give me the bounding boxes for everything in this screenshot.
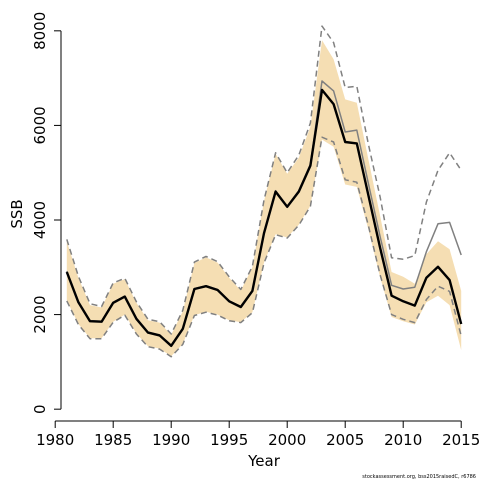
previous-lower-line: [66, 136, 462, 358]
x-tick-label: 2015: [442, 431, 480, 449]
x-tick-label: 1980: [36, 431, 74, 449]
confidence-bands: [66, 40, 462, 357]
x-tick-label: 2005: [326, 431, 364, 449]
estimate-line: [65, 88, 463, 347]
axes: [55, 30, 462, 422]
x-tick-label: 2000: [268, 431, 306, 449]
y-axis-ticks: 0 2000 4000 6000 8000: [31, 12, 61, 414]
x-tick-label: 1990: [152, 431, 190, 449]
y-tick-label: 8000: [31, 12, 49, 50]
x-tick-label: 1985: [94, 431, 132, 449]
x-tick-label: 1995: [210, 431, 248, 449]
y-tick-label: 6000: [31, 106, 49, 144]
y-axis-title: SSB: [8, 199, 26, 228]
y-tick-label: 4000: [31, 201, 49, 239]
y-tick-label: 0: [31, 404, 49, 414]
ci-band: [66, 40, 462, 357]
x-axis-title: Year: [247, 452, 281, 470]
x-axis-ticks: 1980 1985 1990 1995 2000 2005 2010 2015: [36, 421, 480, 449]
series-lines: [65, 25, 463, 358]
credit-text: stockassessment.org, bss2015raisedC, r67…: [362, 474, 476, 480]
x-tick-label: 2010: [384, 431, 422, 449]
y-tick-label: 2000: [31, 295, 49, 333]
